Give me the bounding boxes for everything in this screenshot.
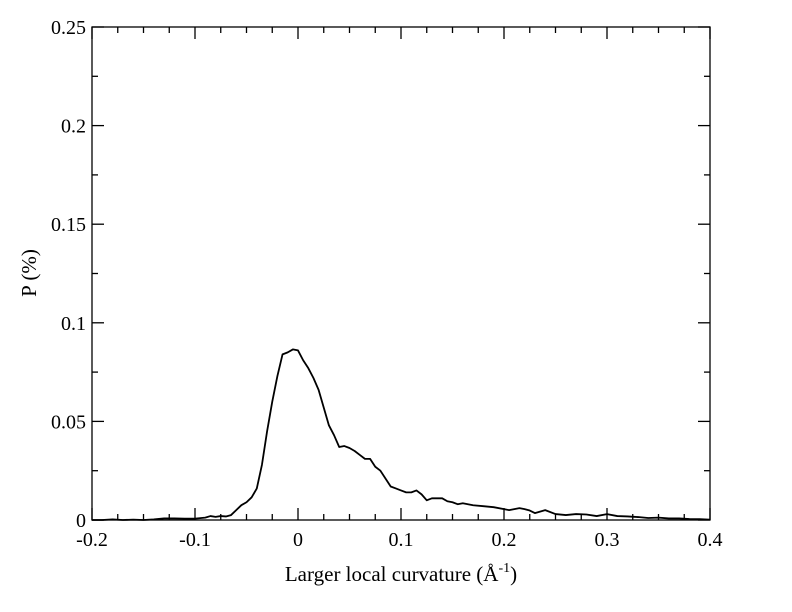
- x-tick-label: 0.3: [595, 529, 620, 551]
- x-axis-title: Larger local curvature (Å-1): [285, 561, 517, 586]
- x-tick-label: -0.2: [76, 529, 108, 551]
- y-tick-labels: 0 0.05 0.1 0.15 0.2 0.25: [51, 17, 86, 532]
- plot-frame: [91, 26, 711, 521]
- series-line: [92, 348, 711, 521]
- y-tick-label: 0: [76, 510, 86, 532]
- x-tick-label: -0.1: [179, 529, 211, 551]
- y-tick-label: 0.1: [61, 313, 86, 335]
- tick-marks: [91, 26, 711, 521]
- y-axis-title: P (%): [17, 249, 41, 297]
- y-tick-label: 0.05: [51, 411, 86, 433]
- x-tick-label: 0.4: [698, 529, 723, 551]
- x-tick-label: 0.1: [389, 529, 414, 551]
- y-tick-label: 0.2: [61, 116, 86, 138]
- x-tick-label: 0.2: [492, 529, 517, 551]
- y-tick-label: 0.25: [51, 17, 86, 39]
- y-tick-label: 0.15: [51, 214, 86, 236]
- x-tick-labels: -0.2 -0.1 0 0.1 0.2 0.3 0.4: [76, 529, 722, 551]
- x-tick-label: 0: [293, 529, 303, 551]
